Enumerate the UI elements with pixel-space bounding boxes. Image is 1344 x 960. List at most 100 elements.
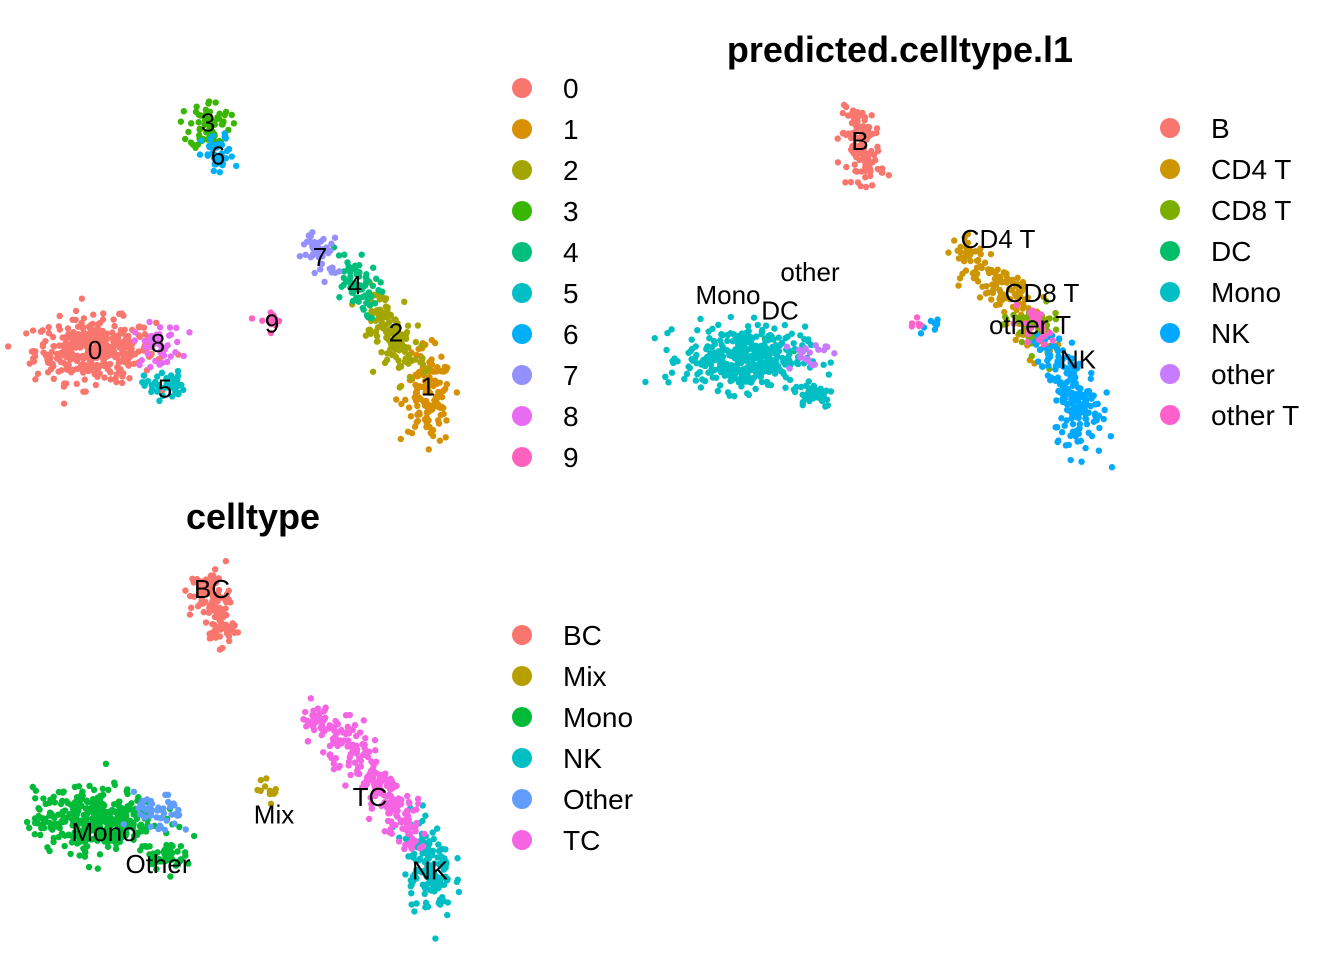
point (805, 356, 812, 364)
point (988, 296, 995, 303)
point (261, 783, 269, 790)
point (128, 819, 136, 827)
point (1021, 283, 1029, 290)
point (80, 315, 88, 322)
point (962, 267, 970, 274)
point (64, 325, 72, 332)
point (222, 557, 230, 565)
legend-key (1160, 200, 1180, 220)
point (651, 334, 658, 342)
point (1018, 287, 1026, 295)
point (147, 343, 155, 351)
point (215, 115, 223, 122)
point (120, 356, 128, 363)
point (424, 366, 431, 373)
point (1055, 437, 1062, 444)
point (50, 793, 57, 800)
point (219, 644, 226, 652)
point (874, 165, 881, 173)
point (23, 330, 30, 337)
point (173, 324, 180, 332)
point (394, 807, 401, 814)
point (364, 277, 372, 284)
point (310, 726, 318, 734)
point (318, 260, 326, 268)
point (370, 264, 377, 271)
point (455, 888, 463, 896)
point (716, 365, 723, 372)
point (304, 738, 312, 745)
point (154, 373, 161, 380)
point (428, 887, 435, 894)
point (1041, 341, 1048, 348)
point (332, 755, 340, 762)
point (296, 253, 304, 260)
point (153, 319, 160, 327)
point (373, 332, 381, 340)
point (216, 169, 224, 176)
point (361, 741, 368, 748)
point (85, 863, 93, 871)
point (213, 604, 221, 611)
point (849, 109, 856, 117)
legend-item: 5 (512, 278, 579, 309)
point (1067, 359, 1074, 367)
point (1052, 309, 1059, 317)
point (432, 393, 440, 401)
point (1024, 338, 1031, 346)
point (75, 831, 83, 839)
point (955, 282, 962, 289)
point (219, 594, 226, 602)
point (414, 417, 422, 425)
point (55, 355, 63, 362)
point (917, 330, 925, 337)
point (379, 801, 387, 809)
point (112, 820, 120, 827)
point (707, 369, 715, 376)
point (125, 803, 133, 810)
point (101, 345, 109, 352)
point (126, 375, 133, 382)
point (797, 332, 804, 339)
point (257, 776, 265, 784)
point (917, 322, 925, 329)
points-layer (4, 98, 461, 453)
point (771, 364, 779, 371)
point (202, 111, 209, 118)
point (864, 150, 872, 158)
point (1058, 428, 1066, 436)
legend-item: Mono (1160, 277, 1281, 308)
point (1010, 320, 1017, 327)
point (330, 727, 338, 734)
point (47, 365, 55, 373)
point (998, 278, 1005, 285)
point (382, 295, 390, 302)
cluster-label: 5 (158, 373, 172, 403)
point (301, 708, 309, 716)
point (381, 310, 389, 317)
cluster-label: BC (194, 574, 230, 604)
point (336, 762, 343, 770)
point (76, 852, 83, 859)
point (748, 341, 756, 348)
point (201, 121, 208, 128)
cluster-label: 8 (151, 328, 165, 358)
point (750, 314, 758, 321)
point (341, 251, 348, 258)
point (1064, 353, 1071, 360)
point (266, 787, 274, 794)
legend-key (1160, 405, 1180, 425)
point (334, 720, 342, 728)
point (945, 249, 952, 256)
point (435, 883, 443, 891)
point (46, 812, 53, 819)
point (435, 860, 443, 868)
group-other-t (908, 301, 1057, 348)
point (1052, 326, 1060, 333)
point (1013, 306, 1020, 314)
point (70, 328, 77, 336)
point (69, 342, 77, 350)
point (435, 841, 442, 848)
point (414, 795, 422, 803)
point (1085, 429, 1092, 437)
